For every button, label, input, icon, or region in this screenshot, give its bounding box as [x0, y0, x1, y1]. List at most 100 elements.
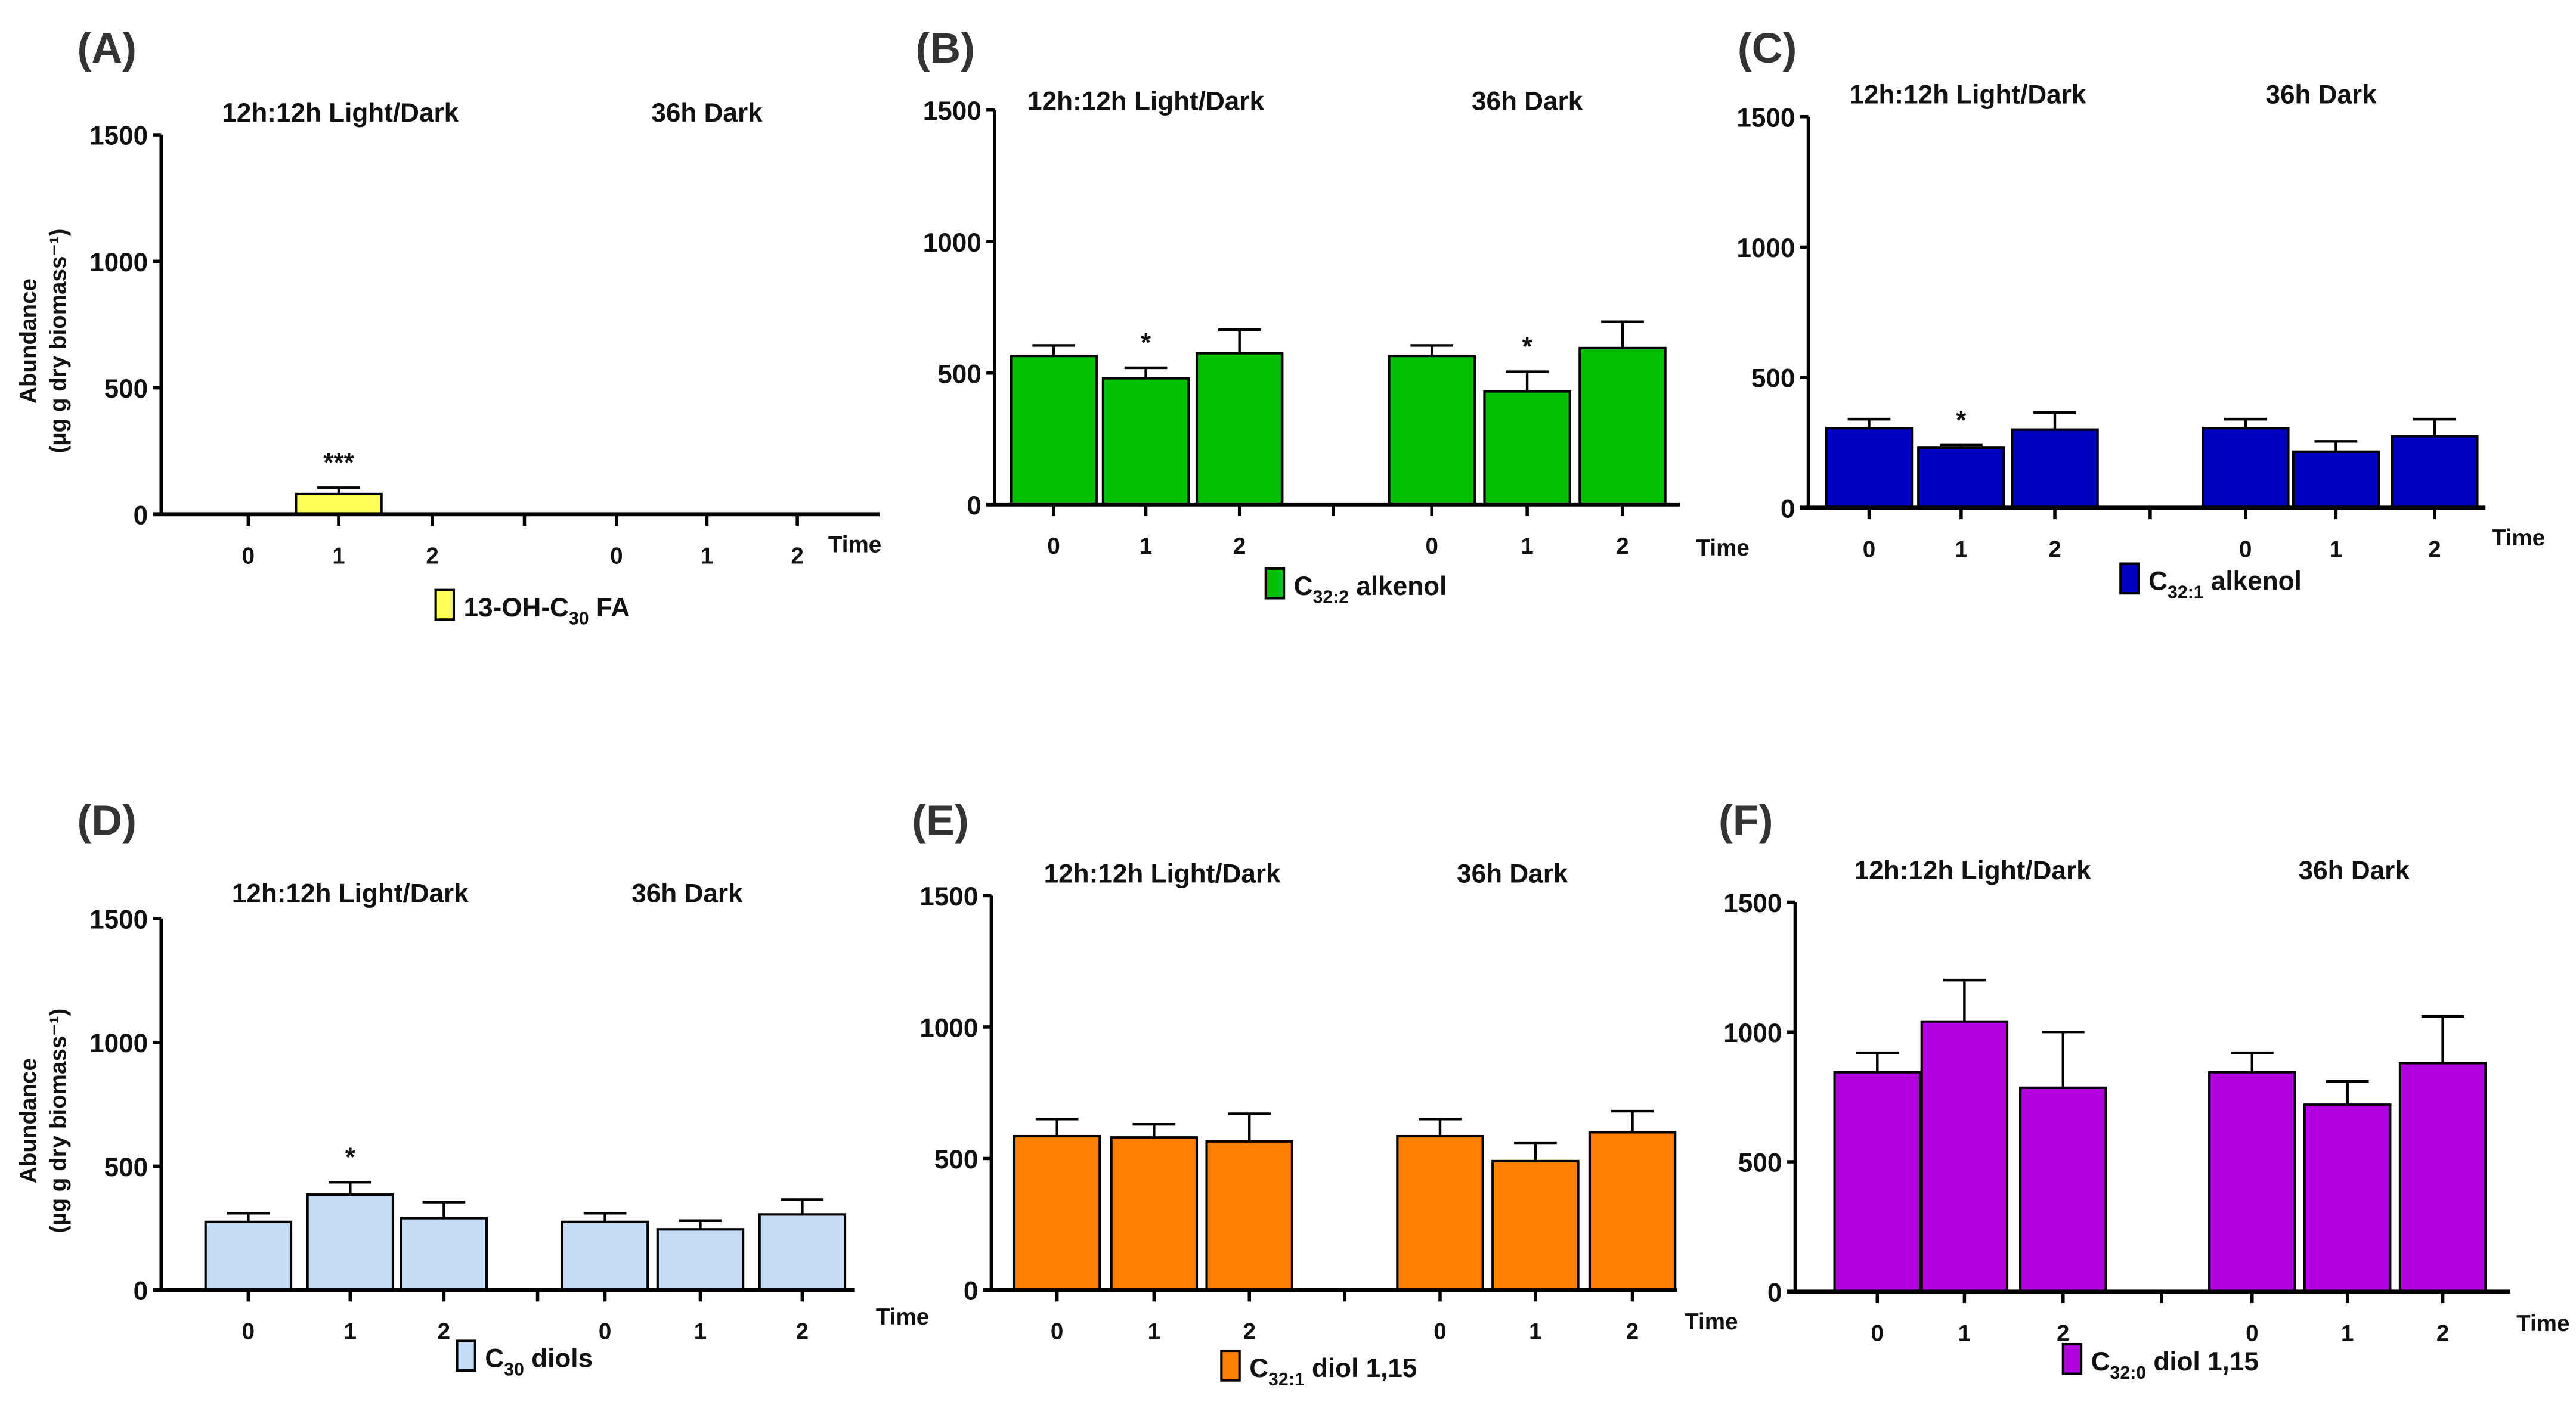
- chart-panel-f: (F) 12h:12h Light/Dark 36h Dark 0 500 1000 150…: [1719, 796, 2569, 1382]
- panel-label: (A): [78, 24, 137, 72]
- bar: [2398, 1062, 2487, 1293]
- group-title: 12h:12h Light/Dark: [222, 98, 459, 128]
- significance-marker: *: [1522, 332, 1533, 361]
- y-tick-label: 1500: [923, 97, 982, 126]
- group-title: 12h:12h Light/Dark: [1849, 80, 2086, 110]
- chart-panel-b: (B) 12h:12h Light/Dark 36h Dark * * 0 500 1000 1…: [915, 24, 1749, 607]
- legend-swatch: [2119, 562, 2140, 595]
- y-tick-label: 500: [104, 374, 148, 404]
- x-tick-label: 2: [1626, 1319, 1639, 1345]
- x-tick-label: 0: [1051, 1319, 1063, 1345]
- legend-sub: 32:0: [2110, 1363, 2147, 1383]
- bar: [1578, 346, 1667, 506]
- y-tick-label: 1500: [1723, 889, 1782, 918]
- bar: [400, 1217, 488, 1292]
- x-tick-label: 2: [2436, 1320, 2449, 1346]
- x-tick-label: 0: [2246, 1320, 2258, 1346]
- group-title: 36h Dark: [1457, 859, 1568, 888]
- x-tick-label: 1: [2330, 537, 2342, 563]
- legend-label: 13-OH-C30 FA: [464, 593, 630, 629]
- x-tick-label: 0: [1425, 534, 1438, 559]
- bar: [204, 1220, 293, 1292]
- legend-suffix: FA: [589, 593, 630, 622]
- panel-label: (F): [1719, 796, 1773, 844]
- bar: [1833, 1071, 1922, 1293]
- x-tick-label: 1: [1958, 1320, 1971, 1346]
- legend-prefix: 13-OH-C: [464, 593, 569, 622]
- y-tick-label: 1000: [89, 1029, 148, 1058]
- bar: [2011, 428, 2099, 509]
- bar: [1825, 427, 1914, 509]
- x-tick-label: 1: [344, 1319, 357, 1345]
- y-tick-label: 1000: [1723, 1019, 1782, 1048]
- x-tick-label: 0: [1871, 1320, 1884, 1346]
- legend-label: C32:0 diol 1,15: [2091, 1347, 2259, 1383]
- x-tick-label: 1: [1148, 1319, 1160, 1345]
- bar: [2292, 450, 2380, 509]
- legend-sub: 30: [569, 609, 589, 629]
- x-tick-label: 1: [332, 544, 345, 569]
- x-tick-label: 1: [1529, 1319, 1541, 1345]
- bar: [656, 1228, 745, 1292]
- x-axis-label: Time: [876, 1304, 929, 1330]
- chart-panel-c: (C) 12h:12h Light/Dark 36h Dark * 0 500 1000 15…: [1736, 24, 2545, 603]
- y-tick-label: 500: [104, 1153, 148, 1182]
- x-tick-label: 1: [1521, 534, 1533, 559]
- legend-swatch: [434, 588, 456, 621]
- legend-swatch: [1220, 1349, 1241, 1382]
- x-axis-label: Time: [2492, 525, 2545, 551]
- x-tick-label: 1: [2341, 1320, 2354, 1346]
- legend-suffix: diols: [524, 1344, 593, 1373]
- y-tick-label: 1000: [1736, 234, 1795, 263]
- x-tick-label: 0: [2239, 537, 2252, 563]
- y-axis-label: Abundance: [16, 1058, 42, 1183]
- legend-label: C30 diols: [485, 1344, 593, 1380]
- bar: [1205, 1140, 1293, 1292]
- y-axis-label: Abundance: [16, 278, 42, 404]
- bar: [2208, 1071, 2296, 1293]
- group-title: 12h:12h Light/Dark: [1027, 87, 1264, 116]
- bar: [2391, 435, 2479, 509]
- bar: [1388, 355, 1476, 506]
- group-title: 12h:12h Light/Dark: [1854, 856, 2091, 885]
- x-tick-label: 0: [1047, 534, 1060, 559]
- bar: [1920, 1020, 2009, 1293]
- y-tick-label: 1500: [89, 122, 148, 151]
- bar: [561, 1220, 649, 1292]
- bar: [1013, 1134, 1101, 1292]
- x-tick-label: 2: [796, 1319, 809, 1345]
- bar: [2019, 1086, 2107, 1293]
- legend-sub: 32:2: [1312, 588, 1349, 607]
- legend-swatch: [1264, 567, 1286, 600]
- group-title: 36h Dark: [651, 98, 763, 128]
- y-tick-label: 1500: [89, 905, 148, 935]
- legend-sub: 32:1: [1268, 1370, 1305, 1390]
- x-tick-label: 0: [610, 544, 623, 569]
- x-tick-label: 1: [1955, 537, 1967, 563]
- group-title: 36h Dark: [2265, 80, 2377, 110]
- x-axis-label: Time: [828, 532, 881, 557]
- y-tick-label: 0: [1767, 1278, 1782, 1307]
- legend: C32:2 alkenol: [1264, 567, 1447, 607]
- x-tick-label: 2: [1616, 534, 1628, 559]
- legend-prefix: C: [2148, 567, 2168, 596]
- chart-panel-a: (A) 12h:12h Light/Dark 36h Dark *** 0 500 1000…: [16, 24, 882, 629]
- legend: 13-OH-C30 FA: [434, 588, 630, 629]
- y-tick-label: 0: [964, 1277, 979, 1306]
- panel-label: (B): [915, 24, 974, 72]
- y-tick-label: 500: [937, 359, 982, 389]
- bar: [1010, 355, 1098, 506]
- legend-prefix: C: [1249, 1354, 1268, 1383]
- bar: [1396, 1134, 1484, 1292]
- bar: [1483, 390, 1571, 506]
- x-tick-label: 2: [426, 544, 438, 569]
- panel-label: (C): [1738, 24, 1797, 72]
- bar: [1917, 446, 2005, 509]
- bar: [1195, 352, 1284, 506]
- y-tick-label: 500: [934, 1145, 979, 1174]
- panel-label: (D): [78, 796, 137, 844]
- chart-panel-d: (D) 12h:12h Light/Dark 36h Dark * 0 500 1000 15…: [16, 796, 929, 1379]
- group-title: 12h:12h Light/Dark: [232, 879, 469, 908]
- x-tick-label: 1: [701, 544, 713, 569]
